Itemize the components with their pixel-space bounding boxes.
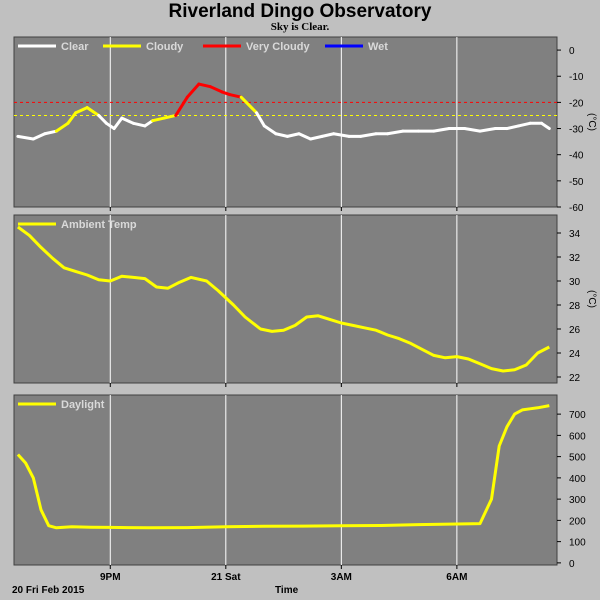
sky-series-segment [112,116,124,131]
sky-series-segment [104,121,116,131]
panel-daylight: 700 600 500 400 300 200 100 0 Daylight [13,394,586,570]
sky-series-segment [74,106,89,115]
sky-series-segment [239,95,259,115]
sky-plot-area [13,36,558,208]
daylight-ytick-label: 0 [569,559,575,570]
sky-series-segment [432,127,451,133]
daylight-ytick-label: 700 [569,410,586,421]
ambient-ytick-label: 28 [569,301,581,312]
ambient-ytick-label: 32 [569,253,581,264]
sky-series-segment [320,132,336,138]
daylight-series-line [16,404,550,530]
sky-ytick-label: -30 [569,125,584,136]
sky-ytick-label: 0 [569,46,575,57]
page-title: Riverland Dingo Observatory [168,1,432,22]
daylight-ytick-label: 200 [569,516,586,527]
sky-series-segment [478,127,497,133]
sky-series-segment [208,85,224,94]
sky-series-segment [386,129,405,136]
x-axis-title: Time [275,585,299,596]
sky-series-segment [85,106,101,117]
sky-series-segment [285,132,301,138]
sky-series-segment [274,132,289,138]
sky-series-segment [255,111,266,128]
sky-legend-entry: Clear [61,41,89,53]
ambient-ytick-label: 34 [569,229,581,240]
sky-series-segment [162,113,178,120]
sky-series-segment [120,116,135,125]
sky-ytick-label: -40 [569,151,584,162]
sky-series-segment [505,124,520,131]
sky-series-segment [66,111,78,125]
ambient-ytick-label: 26 [569,325,581,336]
sky-ytick-label: -10 [569,72,584,83]
daylight-ytick-label: 300 [569,495,586,506]
sky-series-segment [197,82,212,89]
panel-ambient: 34 32 30 28 26 24 22 (°C) Ambient Temp [13,214,597,387]
ambient-ytick-label: 30 [569,277,581,288]
panel-sky: 0 -10 -20 -30 -40 -50 -60 (°C) Clear Cloudy Very C… [13,36,597,214]
sky-series-segment [174,95,189,117]
sky-series-segment [359,132,378,138]
ambient-series-line [17,225,550,373]
sky-series-segment [309,134,324,141]
sky-status-subtitle: Sky is Clear. [270,21,330,33]
daylight-ytick-label: 100 [569,538,586,549]
sky-series-segment [540,121,551,131]
sky-series-segment [54,121,70,133]
sky-series-segment [262,124,278,136]
ambient-legend-entry: Ambient Temp [61,219,137,231]
start-date-label: 20 Fri Feb 2015 [12,585,85,596]
x-tick-label: 6AM [446,572,467,583]
x-tick-label: 9PM [100,572,121,583]
sky-series-segment [297,132,313,141]
sky-series-segment [185,82,201,99]
ambient-ytick-label: 24 [569,349,581,360]
daylight-legend-entry: Daylight [61,399,105,411]
ambient-y-axis-label: (°C) [586,290,597,308]
sky-series-segment [43,129,58,136]
daylight-ytick-label: 600 [569,431,586,442]
daylight-ytick-label: 400 [569,474,586,485]
sky-series-segment [463,127,482,133]
sky-legend-entry: Cloudy [146,41,184,53]
sky-series-segment [31,132,47,141]
sky-series-segment [228,93,243,99]
sky-ytick-label: -50 [569,177,584,188]
ambient-plot-area [13,214,558,384]
sky-series-segment [97,113,108,125]
sky-y-axis-label: (°C) [586,113,597,131]
x-tick-label: 21 Sat [211,572,241,583]
sky-series-segment [332,132,351,138]
sky-ytick-label: -20 [569,98,584,109]
ambient-ytick-label: 22 [569,373,581,384]
x-tick-label: 3AM [331,572,352,583]
sky-series-segment [516,121,532,128]
sky-series-segment [16,134,35,141]
daylight-ytick-label: 500 [569,453,586,464]
sky-series-segment [143,119,155,128]
sky-legend-entry: Very Cloudy [246,41,310,53]
sky-ytick-label: -60 [569,203,584,214]
sky-series-segment [131,121,147,128]
sky-series-segment [151,116,166,123]
sky-legend-entry: Wet [368,41,388,53]
daylight-plot-area [13,394,558,566]
